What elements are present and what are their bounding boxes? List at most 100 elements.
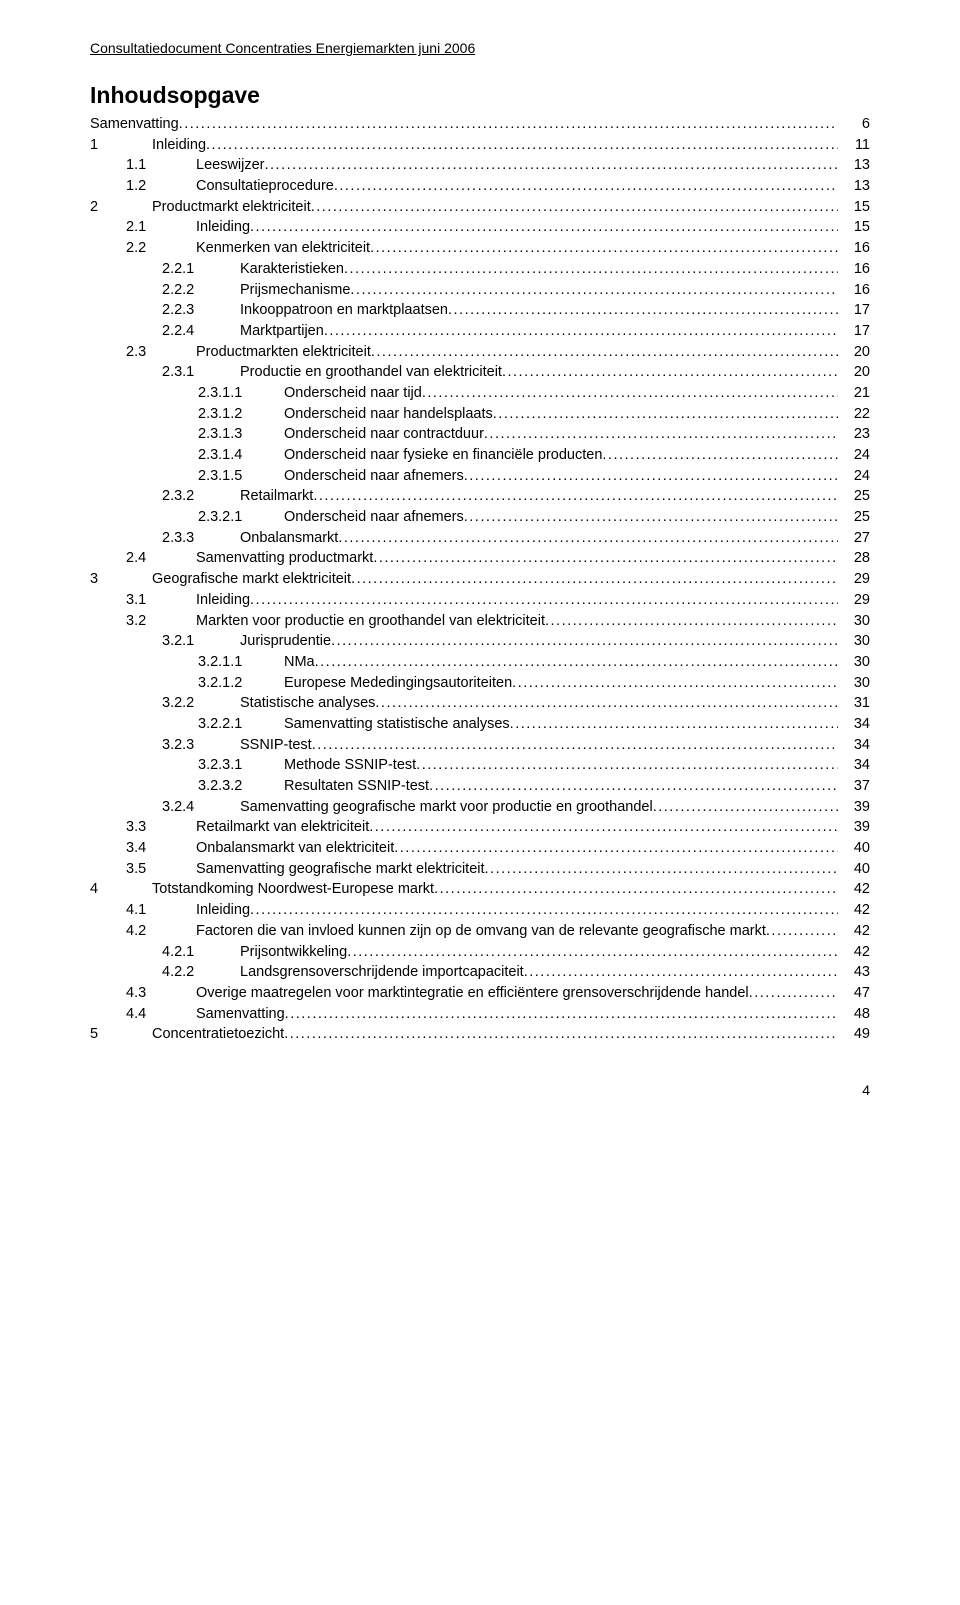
toc-entry-number: 4.3 (126, 986, 196, 1001)
toc-entry[interactable]: 2.2.2Prijsmechanisme16 (90, 283, 870, 298)
toc-entry[interactable]: 2.2Kenmerken van elektriciteit16 (90, 241, 870, 256)
toc-entry-number: 3.2.3.1 (198, 758, 284, 773)
toc-entry-number: 2.3.2 (162, 489, 240, 504)
toc-leader-dots (545, 614, 838, 629)
toc-entry-page: 16 (838, 283, 870, 298)
toc-entry[interactable]: 2.3Productmarkten elektriciteit20 (90, 345, 870, 360)
toc-entry-label: Samenvatting productmarkt (196, 551, 373, 566)
toc-entry-number: 3.2.4 (162, 800, 240, 815)
toc-entry-label: Karakteristieken (240, 262, 344, 277)
toc-entry[interactable]: 4.3Overige maatregelen voor marktintegra… (90, 986, 870, 1001)
toc-entry-number: 1.1 (126, 158, 196, 173)
toc-entry[interactable]: 3.4Onbalansmarkt van elektriciteit40 (90, 841, 870, 856)
toc-entry[interactable]: 3.2.1Jurisprudentie30 (90, 634, 870, 649)
toc-entry-label: Productmarkten elektriciteit (196, 345, 371, 360)
toc-entry[interactable]: 2.3.1Productie en groothandel van elektr… (90, 365, 870, 380)
toc-entry-label: SSNIP-test (240, 738, 312, 753)
toc-entry-page: 13 (838, 179, 870, 194)
toc-leader-dots (485, 862, 838, 877)
toc-entry-label: Inleiding (196, 593, 250, 608)
toc-entry[interactable]: 4.2Factoren die van invloed kunnen zijn … (90, 924, 870, 939)
toc-entry[interactable]: Samenvatting6 (90, 117, 870, 132)
toc-entry-page: 25 (838, 489, 870, 504)
toc-entry[interactable]: 3.2.2Statistische analyses31 (90, 696, 870, 711)
toc-entry[interactable]: 2.3.1.3Onderscheid naar contractduur23 (90, 427, 870, 442)
toc-entry[interactable]: 3Geografische markt elektriciteit29 (90, 572, 870, 587)
toc-entry[interactable]: 2.3.1.4Onderscheid naar fysieke en finan… (90, 448, 870, 463)
toc-leader-dots (324, 324, 838, 339)
toc-entry-number: 5 (90, 1027, 152, 1042)
toc-entry-number: 2.3.3 (162, 531, 240, 546)
toc-entry[interactable]: 3.2.1.1NMa30 (90, 655, 870, 670)
toc-entry[interactable]: 4.2.1Prijsontwikkeling42 (90, 945, 870, 960)
toc-entry-label: Europese Mededingingsautoriteiten (284, 676, 512, 691)
toc-entry[interactable]: 4Totstandkoming Noordwest-Europese markt… (90, 882, 870, 897)
toc-leader-dots (250, 220, 838, 235)
toc-entry[interactable]: 3.1Inleiding29 (90, 593, 870, 608)
toc-entry[interactable]: 5Concentratietoezicht 49 (90, 1027, 870, 1042)
toc-entry[interactable]: 2.3.1.1Onderscheid naar tijd21 (90, 386, 870, 401)
toc-entry[interactable]: 2Productmarkt elektriciteit15 (90, 200, 870, 215)
toc-entry[interactable]: 3.3Retailmarkt van elektriciteit39 (90, 820, 870, 835)
toc-entry[interactable]: 1.2Consultatieprocedure13 (90, 179, 870, 194)
toc-entry-label: Onderscheid naar tijd (284, 386, 422, 401)
toc-entry-number: 2.2.3 (162, 303, 240, 318)
toc-entry-number: 3.2.2.1 (198, 717, 284, 732)
toc-entry-label: Samenvatting geografische markt voor pro… (240, 800, 653, 815)
toc-entry[interactable]: 2.2.3Inkooppatroon en marktplaatsen17 (90, 303, 870, 318)
toc-entry[interactable]: 3.2.3.2Resultaten SSNIP-test37 (90, 779, 870, 794)
toc-entry-page: 37 (838, 779, 870, 794)
toc-entry-number: 3.4 (126, 841, 196, 856)
toc-entry[interactable]: 4.1Inleiding42 (90, 903, 870, 918)
toc-entry[interactable]: 3.2.3.1Methode SSNIP-test34 (90, 758, 870, 773)
toc-leader-dots (285, 1007, 838, 1022)
toc-entry-number: 2.2.1 (162, 262, 240, 277)
toc-leader-dots (394, 841, 838, 856)
toc-entry-label: Concentratietoezicht (152, 1027, 284, 1042)
toc-leader-dots (493, 407, 838, 422)
toc-entry[interactable]: 3.2.2.1Samenvatting statistische analyse… (90, 717, 870, 732)
toc-entry[interactable]: 3.2.4Samenvatting geografische markt voo… (90, 800, 870, 815)
toc-entry-label: Inkooppatroon en marktplaatsen (240, 303, 448, 318)
toc-entry-page: 49 (838, 1027, 870, 1042)
toc-entry[interactable]: 1.1Leeswijzer13 (90, 158, 870, 173)
toc-entry[interactable]: 3.2.1.2Europese Mededingingsautoriteiten… (90, 676, 870, 691)
toc-entry-page: 34 (838, 758, 870, 773)
toc-entry[interactable]: 2.3.2Retailmarkt25 (90, 489, 870, 504)
toc-entry-label: Samenvatting (196, 1007, 285, 1022)
toc-entry-page: 22 (838, 407, 870, 422)
toc-entry-page: 24 (838, 448, 870, 463)
toc-entry-number: 2.3.1 (162, 365, 240, 380)
toc-entry[interactable]: 3.2Markten voor productie en groothandel… (90, 614, 870, 629)
toc-entry[interactable]: 2.2.4Marktpartijen17 (90, 324, 870, 339)
toc-entry-page: 42 (838, 903, 870, 918)
toc-entry[interactable]: 2.1Inleiding15 (90, 220, 870, 235)
toc-entry[interactable]: 3.2.3SSNIP-test34 (90, 738, 870, 753)
toc-entry-label: NMa (284, 655, 315, 670)
toc-leader-dots (512, 676, 838, 691)
toc-entry[interactable]: 2.2.1Karakteristieken16 (90, 262, 870, 277)
toc-entry-label: Onderscheid naar fysieke en financiële p… (284, 448, 602, 463)
toc-entry-number: 2.3.1.5 (198, 469, 284, 484)
toc-entry-label: Overige maatregelen voor marktintegratie… (196, 986, 749, 1001)
toc-entry[interactable]: 2.3.3Onbalansmarkt27 (90, 531, 870, 546)
toc-entry[interactable]: 2.3.1.5Onderscheid naar afnemers24 (90, 469, 870, 484)
toc-entry[interactable]: 3.5Samenvatting geografische markt elekt… (90, 862, 870, 877)
toc-entry-label: Onderscheid naar contractduur (284, 427, 484, 442)
toc-entry-number: 3.2.1.1 (198, 655, 284, 670)
toc-leader-dots (284, 1027, 838, 1042)
toc-entry-label: Inleiding (152, 138, 206, 153)
toc-leader-dots (524, 965, 838, 980)
toc-entry-number: 2.3.2.1 (198, 510, 284, 525)
toc-entry[interactable]: 2.3.1.2Onderscheid naar handelsplaats22 (90, 407, 870, 422)
toc-entry-number: 2.3.1.4 (198, 448, 284, 463)
toc-entry[interactable]: 1Inleiding11 (90, 138, 870, 153)
toc-entry-page: 20 (838, 345, 870, 360)
toc-entry[interactable]: 4.2.2Landsgrensoverschrijdende importcap… (90, 965, 870, 980)
toc-entry[interactable]: 2.4Samenvatting productmarkt28 (90, 551, 870, 566)
toc-entry[interactable]: 4.4Samenvatting48 (90, 1007, 870, 1022)
toc-entry[interactable]: 2.3.2.1Onderscheid naar afnemers25 (90, 510, 870, 525)
toc-leader-dots (602, 448, 838, 463)
toc-leader-dots (313, 489, 838, 504)
toc-entry-page: 42 (838, 924, 870, 939)
